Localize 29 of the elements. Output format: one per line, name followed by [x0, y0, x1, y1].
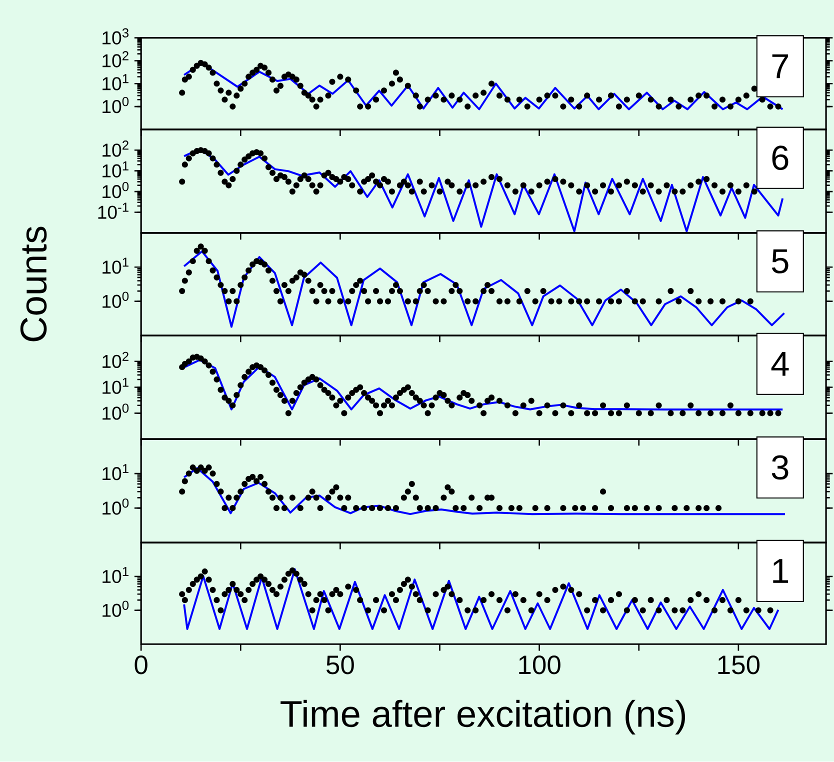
y-tick-label: 10$^{1}$ [102, 162, 128, 178]
chart-title: 4 [771, 352, 789, 376]
y-tick-label: 10$^{0}$ [102, 292, 129, 308]
chart-title: 5 [772, 250, 788, 274]
x-tick-label: 150 [718, 656, 760, 674]
y-tick-label: 10$^{0}$ [102, 600, 129, 618]
y-tick-label: 10$^{0}$ [102, 182, 129, 198]
y-tick-label: 10$^{2}$ [102, 140, 128, 157]
y-tick-label: 10$^{0}$ [102, 97, 129, 114]
y-tick-label: 10$^{3}$ [102, 28, 129, 45]
y-tick-label: 10$^{1}$ [102, 464, 128, 480]
x-axis-title: Time after excitation (ns) [280, 700, 686, 735]
y-tick-label: 10$^{0}$ [102, 498, 129, 515]
chart-title: 1 [773, 559, 788, 584]
chart-title: 6 [772, 146, 788, 170]
x-tick-label: 100 [519, 656, 560, 674]
x-tick-label: 0 [134, 656, 148, 674]
y-tick-label: 10$^{2}$ [102, 352, 128, 368]
y-tick-label: 10$^{2}$ [102, 51, 128, 68]
y-tick-label: 10$^{1}$ [102, 378, 128, 394]
chart-title: 7 [772, 54, 788, 78]
y-tick-label: 10$^{0}$ [102, 404, 129, 420]
y-tick-label: 10$^{-1}$ [98, 202, 128, 220]
y-tick-label: 10$^{1}$ [102, 567, 128, 584]
y-axis-title: Counts [20, 226, 47, 342]
y-tick-label: 10$^{1}$ [102, 258, 128, 274]
x-tick-label: 50 [326, 656, 354, 674]
y-tick-label: 10$^{1}$ [102, 74, 128, 90]
chart-title: 3 [772, 455, 788, 480]
